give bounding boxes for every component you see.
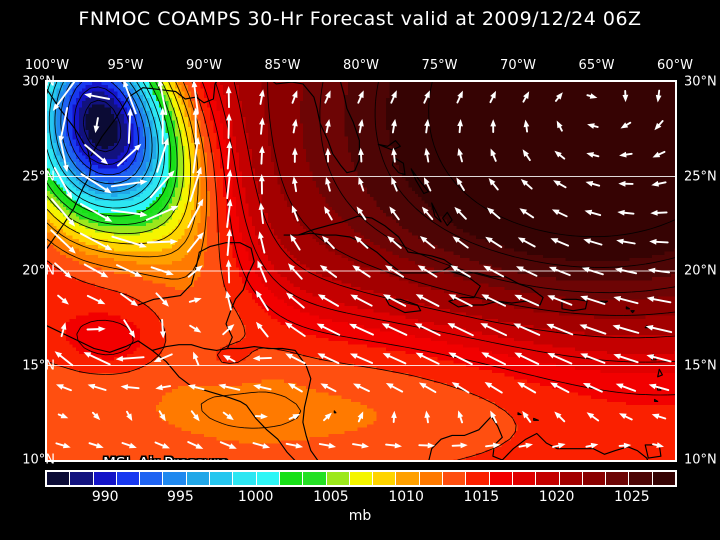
colorbar-swatch [513, 472, 536, 485]
colorbar-swatch [257, 472, 280, 485]
field-label: MSL Air Pressure [103, 454, 228, 462]
colorbar-swatch [47, 472, 70, 485]
colorbar-swatch [94, 472, 117, 485]
figure-title: FNMOC COAMPS 30-Hr Forecast valid at 200… [0, 8, 720, 30]
lon-tick-label: 75°W [422, 58, 458, 73]
colorbar-swatch [560, 472, 583, 485]
map-panel: MSL Air Pressure 10.0 m/s [45, 80, 677, 462]
colorbar-swatch [327, 472, 350, 485]
lat-tick-label: 30°N [22, 75, 55, 90]
lon-tick-label: 95°W [108, 58, 144, 73]
lat-tick-label: 15°N [22, 358, 55, 373]
colorbar-tick-label: 1015 [464, 489, 500, 505]
colorbar-swatch [303, 472, 326, 485]
lat-tick-label: 25°N [684, 169, 717, 184]
longitude-axis: 100°W 95°W 90°W 85°W 80°W 75°W 70°W 65°W 60°W [0, 58, 720, 74]
colorbar-swatch [350, 472, 373, 485]
colorbar-swatch [653, 472, 675, 485]
colorbar-swatch [490, 472, 513, 485]
lon-tick-label: 100°W [25, 58, 69, 73]
lon-tick-label: 65°W [579, 58, 615, 73]
colorbar-tick-label: 995 [167, 489, 194, 505]
lon-tick-label: 80°W [343, 58, 379, 73]
lat-tick-label: 10°N [22, 453, 55, 468]
colorbar-tick-label: 1020 [539, 489, 575, 505]
lat-tick-label: 15°N [684, 358, 717, 373]
colorbar-swatch [420, 472, 443, 485]
colorbar-swatch [187, 472, 210, 485]
map-canvas [47, 82, 675, 460]
colorbar-tick-label: 990 [92, 489, 119, 505]
colorbar-swatch [583, 472, 606, 485]
colorbar-swatch [117, 472, 140, 485]
colorbar-swatch [466, 472, 489, 485]
map-render [47, 82, 675, 460]
lat-tick-label: 30°N [684, 75, 717, 90]
lat-tick-label: 25°N [22, 169, 55, 184]
colorbar [45, 470, 677, 487]
colorbar-swatch [443, 472, 466, 485]
colorbar-swatch [163, 472, 186, 485]
colorbar-tick-label: 1010 [388, 489, 424, 505]
colorbar-swatch [606, 472, 629, 485]
weather-map-figure: FNMOC COAMPS 30-Hr Forecast valid at 200… [0, 0, 720, 540]
colorbar-swatch [140, 472, 163, 485]
lon-tick-label: 60°W [657, 58, 693, 73]
colorbar-swatch [70, 472, 93, 485]
colorbar-swatch [233, 472, 256, 485]
lon-tick-label: 85°W [265, 58, 301, 73]
lat-tick-label: 10°N [684, 453, 717, 468]
colorbar-swatch [210, 472, 233, 485]
lat-tick-label: 20°N [684, 264, 717, 279]
lon-tick-label: 70°W [500, 58, 536, 73]
colorbar-tick-label: 1005 [313, 489, 349, 505]
colorbar-tick-labels: 990 995 1000 1005 1010 1015 1020 1025 [0, 489, 720, 507]
colorbar-tick-label: 1000 [238, 489, 274, 505]
colorbar-swatch [536, 472, 559, 485]
colorbar-swatch [629, 472, 652, 485]
lon-tick-label: 90°W [186, 58, 222, 73]
colorbar-tick-label: 1025 [614, 489, 650, 505]
lat-tick-label: 20°N [22, 264, 55, 279]
colorbar-swatch [373, 472, 396, 485]
colorbar-swatch [396, 472, 419, 485]
colorbar-units: mb [0, 508, 720, 524]
colorbar-swatch [280, 472, 303, 485]
